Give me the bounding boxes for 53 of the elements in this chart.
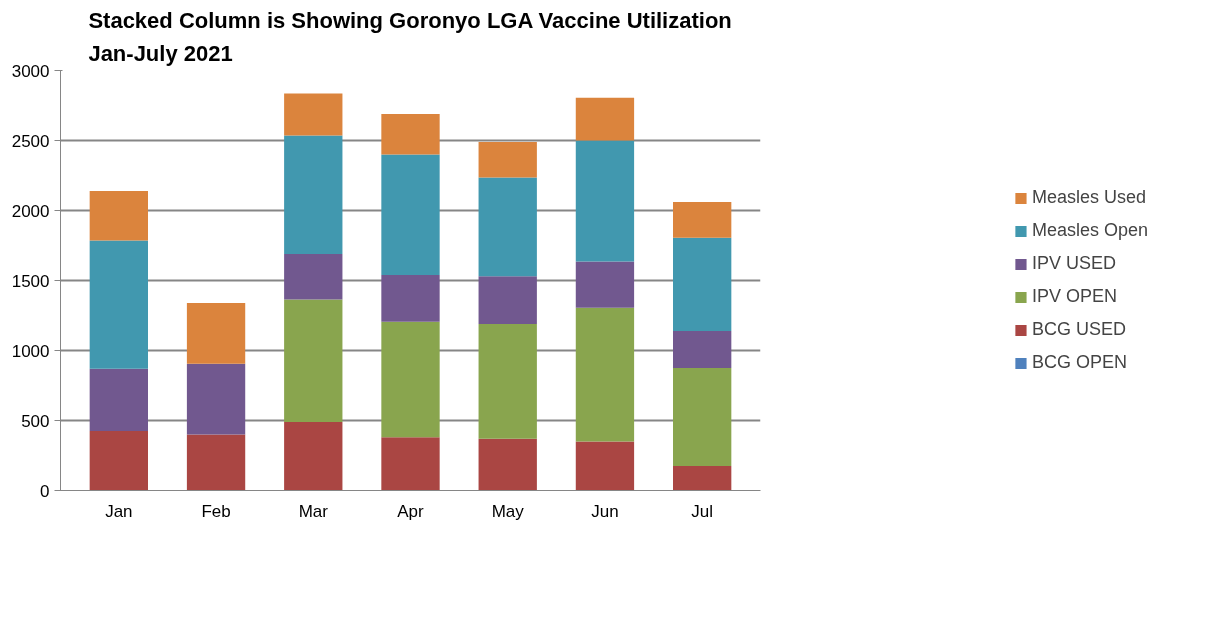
chart-title: Stacked Column is Showing Goronyo LGA Vaccine Utilization Jan-July 2021 bbox=[88, 8, 732, 66]
x-tick-label: Apr bbox=[397, 501, 425, 521]
legend-label: Measles Used bbox=[1031, 187, 1147, 208]
legend-label: Measles Open bbox=[1031, 220, 1149, 241]
y-tick-label: 3000 bbox=[11, 61, 50, 81]
x-tick-label: May bbox=[491, 501, 525, 521]
bar bbox=[478, 177, 537, 277]
y-tick-label: 500 bbox=[21, 411, 50, 431]
bar bbox=[89, 368, 148, 431]
bar bbox=[381, 437, 440, 491]
y-tick-label: 0 bbox=[40, 481, 50, 501]
legend-label: BCG OPEN bbox=[1031, 352, 1127, 373]
bar bbox=[284, 421, 343, 491]
bar bbox=[575, 140, 635, 262]
x-tick-label: Mar bbox=[298, 501, 329, 521]
bar bbox=[575, 97, 635, 141]
bar bbox=[478, 141, 537, 178]
bar bbox=[186, 363, 246, 435]
bar bbox=[381, 154, 440, 275]
bar bbox=[478, 438, 537, 491]
bar bbox=[673, 330, 732, 368]
legend-label: BCG USED bbox=[1031, 319, 1126, 340]
y-tick-label: 2500 bbox=[11, 131, 50, 151]
bar bbox=[381, 274, 440, 322]
bar bbox=[478, 323, 537, 439]
bar bbox=[673, 202, 732, 238]
bar bbox=[186, 434, 246, 491]
bar bbox=[381, 321, 440, 438]
y-tick-label: 1500 bbox=[11, 271, 50, 291]
bar bbox=[89, 240, 148, 369]
bar bbox=[284, 299, 343, 422]
y-tick-label: 2000 bbox=[11, 201, 50, 221]
x-tick-label: Feb bbox=[201, 501, 231, 521]
bar bbox=[284, 253, 343, 300]
bar bbox=[673, 237, 732, 331]
bar bbox=[186, 302, 246, 364]
bar bbox=[575, 441, 635, 491]
x-tick-label: Jun bbox=[591, 501, 619, 521]
bar bbox=[284, 93, 343, 136]
bar bbox=[673, 466, 732, 491]
bar bbox=[478, 276, 537, 324]
y-tick-label: 1000 bbox=[11, 341, 50, 361]
bar bbox=[89, 190, 148, 241]
bar bbox=[89, 431, 148, 491]
legend-label: IPV OPEN bbox=[1031, 286, 1117, 307]
x-tick-label: Jul bbox=[691, 501, 714, 521]
legend-label: IPV USED bbox=[1031, 253, 1116, 274]
bar bbox=[673, 368, 732, 466]
x-tick-label: Jan bbox=[105, 501, 133, 521]
bar bbox=[575, 307, 635, 442]
bar bbox=[575, 261, 635, 308]
bar bbox=[381, 113, 440, 155]
bar bbox=[284, 135, 343, 254]
